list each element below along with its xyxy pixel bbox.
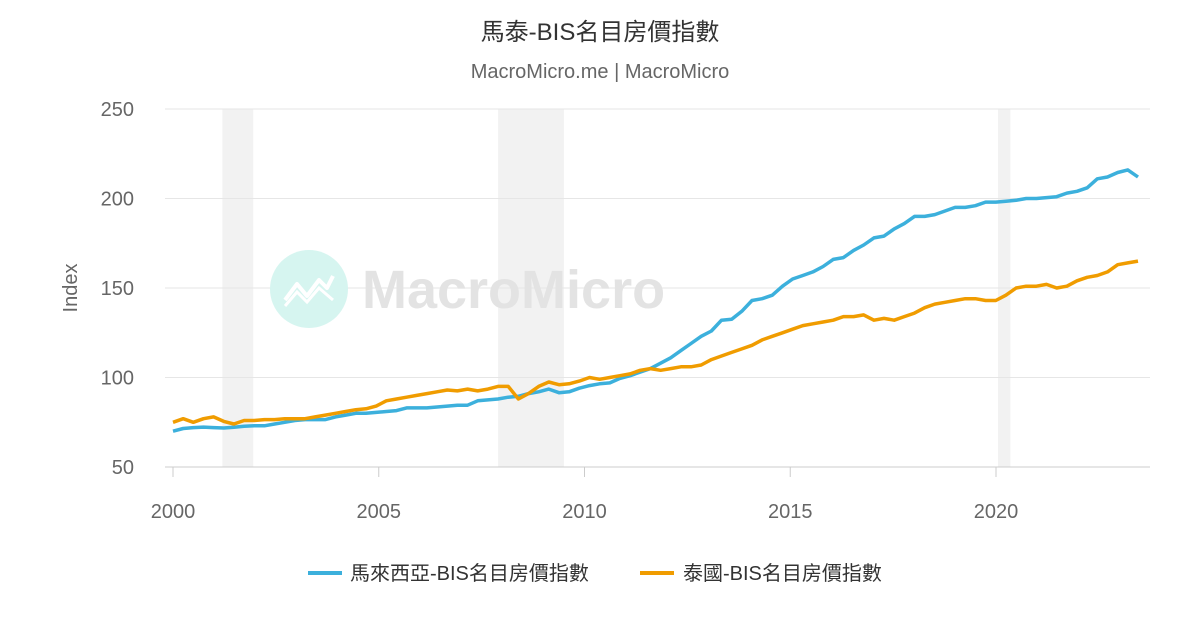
- legend-label: 馬來西亞-BIS名目房價指數: [350, 562, 589, 585]
- y-tick-label: 50: [112, 457, 134, 479]
- x-tick-label: 2020: [974, 501, 1019, 523]
- legend-item-thailand[interactable]: 泰國-BIS名目房價指數: [640, 562, 882, 585]
- y-tick-label: 100: [101, 368, 134, 390]
- x-tick-label: 2000: [151, 501, 196, 523]
- x-tick-label: 2005: [357, 501, 402, 523]
- series-line-malaysia: [172, 168, 1139, 433]
- y-tick-label: 250: [101, 99, 134, 121]
- legend-label: 泰國-BIS名目房價指數: [683, 562, 882, 585]
- y-axis-label: Index: [60, 264, 82, 313]
- y-tick-label: 200: [101, 189, 134, 211]
- watermark-text: MacroMicro: [362, 260, 665, 320]
- x-tick-label: 2015: [768, 501, 813, 523]
- x-tick-label: 2010: [562, 501, 607, 523]
- y-tick-label: 150: [101, 278, 134, 300]
- watermark-logo-icon: [270, 250, 348, 328]
- legend-item-malaysia[interactable]: 馬來西亞-BIS名目房價指數: [308, 562, 589, 585]
- legend: 馬來西亞-BIS名目房價指數 泰國-BIS名目房價指數: [308, 562, 882, 585]
- watermark: MacroMicro: [270, 250, 665, 328]
- chart-subtitle: MacroMicro.me | MacroMicro: [471, 61, 730, 83]
- series-line-thailand: [172, 259, 1139, 426]
- chart-title: 馬泰-BIS名目房價指數: [481, 19, 720, 46]
